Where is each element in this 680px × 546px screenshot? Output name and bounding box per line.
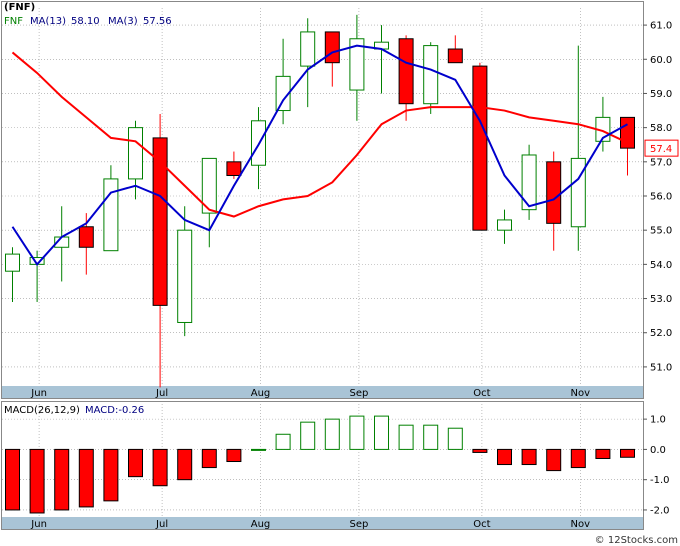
candle-body bbox=[546, 161, 562, 224]
candle-body bbox=[103, 178, 119, 252]
macd-bar bbox=[497, 448, 512, 466]
price-tick-label: 52.0 bbox=[650, 328, 672, 339]
macd-axis: 1.0 0.0 -1.0 -2.0 bbox=[643, 415, 670, 516]
macd-tick-label: 0.0 bbox=[650, 445, 666, 456]
macd-bar bbox=[29, 448, 45, 514]
price-axis: 51.0 52.0 53.0 54.0 55.0 56.0 57.0 58.0 59.0 60.0… bbox=[643, 21, 672, 373]
symbol-label: FNF bbox=[4, 16, 23, 27]
candle-body bbox=[5, 253, 20, 272]
month-label: Aug bbox=[251, 519, 271, 530]
price-tick-label: 61.0 bbox=[650, 21, 672, 32]
macd-bar bbox=[201, 448, 217, 469]
ma13-label: MA(13) bbox=[30, 16, 66, 27]
candle-body bbox=[423, 45, 439, 105]
candle-body bbox=[349, 38, 365, 91]
month-label: Oct bbox=[473, 519, 490, 530]
macd-bar bbox=[546, 448, 562, 472]
macd-tick-label: -2.0 bbox=[650, 505, 670, 516]
price-tick-label: 53.0 bbox=[650, 294, 672, 305]
macd-date-band bbox=[2, 517, 643, 529]
macd-params-label: MACD(26,12,9) bbox=[4, 405, 80, 416]
month-label: Sep bbox=[349, 388, 368, 399]
ticker-label: (FNF) bbox=[4, 2, 35, 13]
month-label: Oct bbox=[473, 388, 490, 399]
macd-bar bbox=[78, 448, 94, 508]
macd-month-axis: Jun Jul Aug Sep Oct Nov bbox=[30, 519, 590, 530]
macd-bar bbox=[472, 448, 488, 453]
macd-bar bbox=[349, 415, 365, 450]
macd-value-label: MACD:-0.26 bbox=[85, 405, 144, 416]
macd-tick-label: 1.0 bbox=[650, 415, 666, 426]
macd-bar bbox=[570, 448, 586, 469]
moving-averages bbox=[11, 44, 628, 266]
price-tick-label: 59.0 bbox=[650, 89, 672, 100]
ma3-label: MA(3) bbox=[108, 16, 138, 27]
candlesticks bbox=[5, 14, 635, 388]
price-tick-label: 56.0 bbox=[650, 192, 672, 203]
credit-text: © 12Stocks.com bbox=[595, 535, 678, 546]
candle-body bbox=[521, 154, 537, 211]
candle-body bbox=[398, 38, 414, 105]
month-label: Jun bbox=[30, 519, 47, 530]
candle-body bbox=[472, 65, 488, 231]
macd-bar bbox=[5, 448, 20, 511]
price-month-axis: Jun Jul Aug Sep Oct Nov bbox=[30, 388, 590, 399]
candle-body bbox=[324, 31, 340, 64]
candle-body bbox=[152, 137, 168, 306]
price-tick-label: 57.0 bbox=[650, 157, 672, 168]
price-tick-label: 55.0 bbox=[650, 226, 672, 237]
macd-bar bbox=[447, 427, 463, 450]
ma3-value: 57.56 bbox=[143, 16, 172, 27]
macd-bar bbox=[275, 433, 291, 450]
macd-bar bbox=[152, 448, 168, 487]
macd-bar bbox=[177, 448, 193, 481]
macd-bar bbox=[226, 448, 242, 463]
macd-bar bbox=[54, 448, 70, 511]
candle-body bbox=[226, 161, 242, 176]
month-label: Aug bbox=[251, 388, 271, 399]
candle-body bbox=[570, 157, 586, 228]
candle-body bbox=[497, 219, 512, 231]
macd-bar bbox=[251, 448, 266, 451]
candle-body bbox=[201, 157, 217, 214]
candle-body bbox=[300, 31, 316, 67]
macd-bar bbox=[103, 448, 119, 502]
candle-body bbox=[177, 229, 193, 323]
macd-bar bbox=[398, 424, 414, 450]
price-tick-label: 60.0 bbox=[650, 55, 672, 66]
month-label: Nov bbox=[571, 388, 591, 399]
macd-bar bbox=[521, 448, 537, 466]
last-price-value: 57.4 bbox=[650, 144, 672, 155]
price-date-band bbox=[2, 386, 643, 398]
macd-bar bbox=[300, 421, 316, 450]
macd-tick-label: -1.0 bbox=[650, 475, 670, 486]
macd-bar bbox=[128, 448, 143, 478]
macd-bar bbox=[423, 424, 439, 450]
price-tick-label: 54.0 bbox=[650, 260, 672, 271]
month-label: Sep bbox=[349, 519, 368, 530]
month-label: Jul bbox=[155, 519, 168, 530]
ma13-line bbox=[11, 51, 628, 218]
macd-histogram bbox=[5, 415, 635, 514]
month-label: Jul bbox=[155, 388, 168, 399]
ma3-line bbox=[11, 44, 628, 266]
month-label: Jun bbox=[30, 388, 47, 399]
last-price-tag: 57.4 bbox=[644, 139, 679, 157]
ma13-value: 58.10 bbox=[71, 16, 100, 27]
month-label: Nov bbox=[571, 519, 591, 530]
candle-body bbox=[128, 127, 143, 180]
price-tick-label: 51.0 bbox=[650, 362, 672, 373]
macd-bar bbox=[324, 418, 340, 450]
macd-bar bbox=[374, 415, 389, 450]
candle-body bbox=[447, 48, 463, 64]
macd-bar bbox=[620, 448, 635, 458]
candle-body bbox=[78, 226, 94, 248]
price-tick-label: 58.0 bbox=[650, 123, 672, 134]
candle-body bbox=[275, 75, 291, 112]
candle-body bbox=[620, 116, 635, 149]
macd-bar bbox=[595, 448, 611, 459]
